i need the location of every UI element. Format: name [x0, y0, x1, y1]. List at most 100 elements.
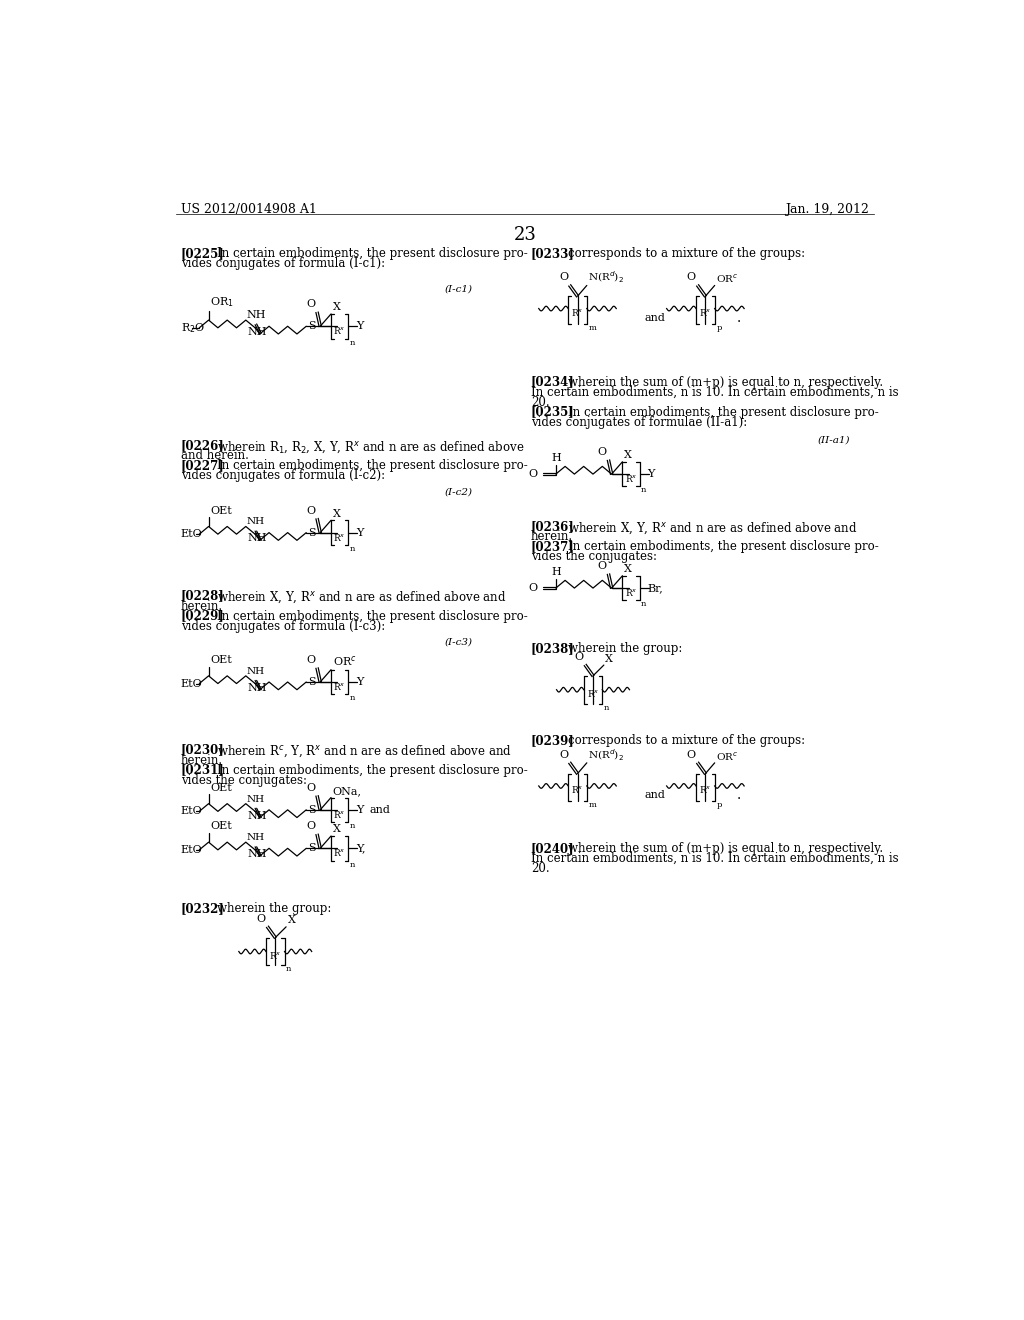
Text: vides conjugates of formula (I-c2):: vides conjugates of formula (I-c2): — [180, 470, 385, 483]
Text: S: S — [308, 677, 315, 686]
Text: X: X — [288, 915, 296, 925]
Text: herein.: herein. — [180, 599, 223, 612]
Text: [0240]: [0240] — [531, 842, 574, 855]
Text: OR$^c$: OR$^c$ — [333, 655, 356, 668]
Text: (I-c1): (I-c1) — [444, 285, 472, 293]
Text: wherein the group:: wherein the group: — [217, 903, 332, 915]
Text: wherein R$^c$, Y, R$^x$ and n are as defined above and: wherein R$^c$, Y, R$^x$ and n are as def… — [217, 743, 512, 759]
Text: O: O — [306, 506, 315, 516]
Text: In certain embodiments, the present disclosure pro-: In certain embodiments, the present disc… — [217, 763, 528, 776]
Text: vides conjugates of formula (I-c3):: vides conjugates of formula (I-c3): — [180, 619, 385, 632]
Text: n: n — [349, 861, 355, 869]
Text: [0237]: [0237] — [531, 540, 574, 553]
Text: p: p — [716, 801, 722, 809]
Text: NH: NH — [248, 849, 267, 859]
Text: O: O — [687, 272, 696, 282]
Text: N(R$^d$)$_2$: N(R$^d$)$_2$ — [589, 747, 625, 763]
Text: [0238]: [0238] — [531, 642, 574, 655]
Text: OEt: OEt — [210, 655, 231, 665]
Text: R$^x$: R$^x$ — [333, 326, 346, 337]
Text: and: and — [370, 805, 391, 814]
Text: wherein R$_1$, R$_2$, X, Y, R$^x$ and n are as defined above: wherein R$_1$, R$_2$, X, Y, R$^x$ and n … — [217, 440, 524, 455]
Text: n: n — [286, 965, 292, 973]
Text: OR$_1$: OR$_1$ — [210, 296, 234, 309]
Text: O: O — [257, 913, 266, 924]
Text: [0228]: [0228] — [180, 590, 224, 603]
Text: wherein the sum of (m+p) is equal to n, respectively.: wherein the sum of (m+p) is equal to n, … — [568, 842, 884, 855]
Text: wherein the group:: wherein the group: — [568, 642, 683, 655]
Text: [0231]: [0231] — [180, 763, 224, 776]
Text: O: O — [306, 300, 315, 309]
Text: 20.: 20. — [531, 862, 550, 875]
Text: R$^x$: R$^x$ — [571, 308, 584, 318]
Text: [0229]: [0229] — [180, 610, 224, 623]
Text: In certain embodiments, the present disclosure pro-: In certain embodiments, the present disc… — [568, 405, 879, 418]
Text: p: p — [716, 323, 722, 331]
Text: (II-a1): (II-a1) — [818, 436, 850, 445]
Text: O: O — [559, 272, 568, 282]
Text: Y: Y — [356, 805, 364, 814]
Text: O: O — [574, 652, 584, 663]
Text: and: and — [644, 313, 666, 323]
Text: [0239]: [0239] — [531, 734, 574, 747]
Text: Y: Y — [356, 321, 364, 331]
Text: Y: Y — [356, 528, 364, 537]
Text: S: S — [308, 843, 315, 853]
Text: In certain embodiments, n is 10. In certain embodiments, n is: In certain embodiments, n is 10. In cert… — [531, 385, 899, 399]
Text: Jan. 19, 2012: Jan. 19, 2012 — [785, 203, 869, 216]
Text: [0234]: [0234] — [531, 376, 574, 388]
Text: .: . — [736, 788, 740, 803]
Text: [0235]: [0235] — [531, 405, 574, 418]
Text: R$^x$: R$^x$ — [699, 784, 712, 795]
Text: corresponds to a mixture of the groups:: corresponds to a mixture of the groups: — [568, 247, 805, 260]
Text: wherein X, Y, R$^x$ and n are as defined above and: wherein X, Y, R$^x$ and n are as defined… — [568, 520, 858, 536]
Text: vides the conjugates:: vides the conjugates: — [180, 774, 307, 787]
Text: Y,: Y, — [356, 843, 366, 853]
Text: (I-c3): (I-c3) — [444, 638, 472, 647]
Text: and herein.: and herein. — [180, 449, 249, 462]
Text: R$^x$: R$^x$ — [269, 950, 282, 961]
Text: X: X — [624, 450, 632, 461]
Text: [0226]: [0226] — [180, 440, 224, 453]
Text: OEt: OEt — [210, 506, 231, 516]
Text: X: X — [333, 825, 340, 834]
Text: In certain embodiments, the present disclosure pro-: In certain embodiments, the present disc… — [217, 610, 528, 623]
Text: Y: Y — [647, 469, 654, 479]
Text: S: S — [308, 805, 315, 814]
Text: O: O — [598, 561, 607, 572]
Text: R$^x$: R$^x$ — [625, 474, 637, 484]
Text: m: m — [589, 801, 596, 809]
Text: O: O — [306, 783, 315, 793]
Text: (I-c2): (I-c2) — [444, 488, 472, 496]
Text: EtO: EtO — [180, 845, 203, 855]
Text: Br,: Br, — [647, 583, 663, 593]
Text: R$^x$: R$^x$ — [333, 847, 346, 858]
Text: n: n — [604, 704, 609, 711]
Text: [0230]: [0230] — [180, 743, 224, 756]
Text: n: n — [641, 487, 646, 495]
Text: O: O — [528, 583, 538, 593]
Text: US 2012/0014908 A1: US 2012/0014908 A1 — [180, 203, 316, 216]
Text: EtO: EtO — [180, 529, 203, 539]
Text: [0225]: [0225] — [180, 247, 224, 260]
Text: NH: NH — [246, 517, 264, 527]
Text: S: S — [308, 321, 315, 331]
Text: [0232]: [0232] — [180, 903, 224, 915]
Text: R$_2$O: R$_2$O — [180, 321, 205, 335]
Text: N(R$^d$)$_2$: N(R$^d$)$_2$ — [589, 271, 625, 285]
Text: NH: NH — [246, 833, 264, 842]
Text: [0227]: [0227] — [180, 459, 224, 473]
Text: R$^x$: R$^x$ — [333, 809, 346, 820]
Text: R$^x$: R$^x$ — [571, 784, 584, 795]
Text: herein.: herein. — [180, 754, 223, 767]
Text: H: H — [551, 453, 561, 463]
Text: corresponds to a mixture of the groups:: corresponds to a mixture of the groups: — [568, 734, 805, 747]
Text: vides conjugates of formula (I-c1):: vides conjugates of formula (I-c1): — [180, 257, 385, 271]
Text: .: . — [736, 310, 740, 325]
Text: 23: 23 — [513, 226, 537, 244]
Text: R$^x$: R$^x$ — [587, 688, 599, 700]
Text: O: O — [687, 750, 696, 760]
Text: vides the conjugates:: vides the conjugates: — [531, 550, 657, 564]
Text: X: X — [333, 508, 340, 519]
Text: n: n — [349, 339, 355, 347]
